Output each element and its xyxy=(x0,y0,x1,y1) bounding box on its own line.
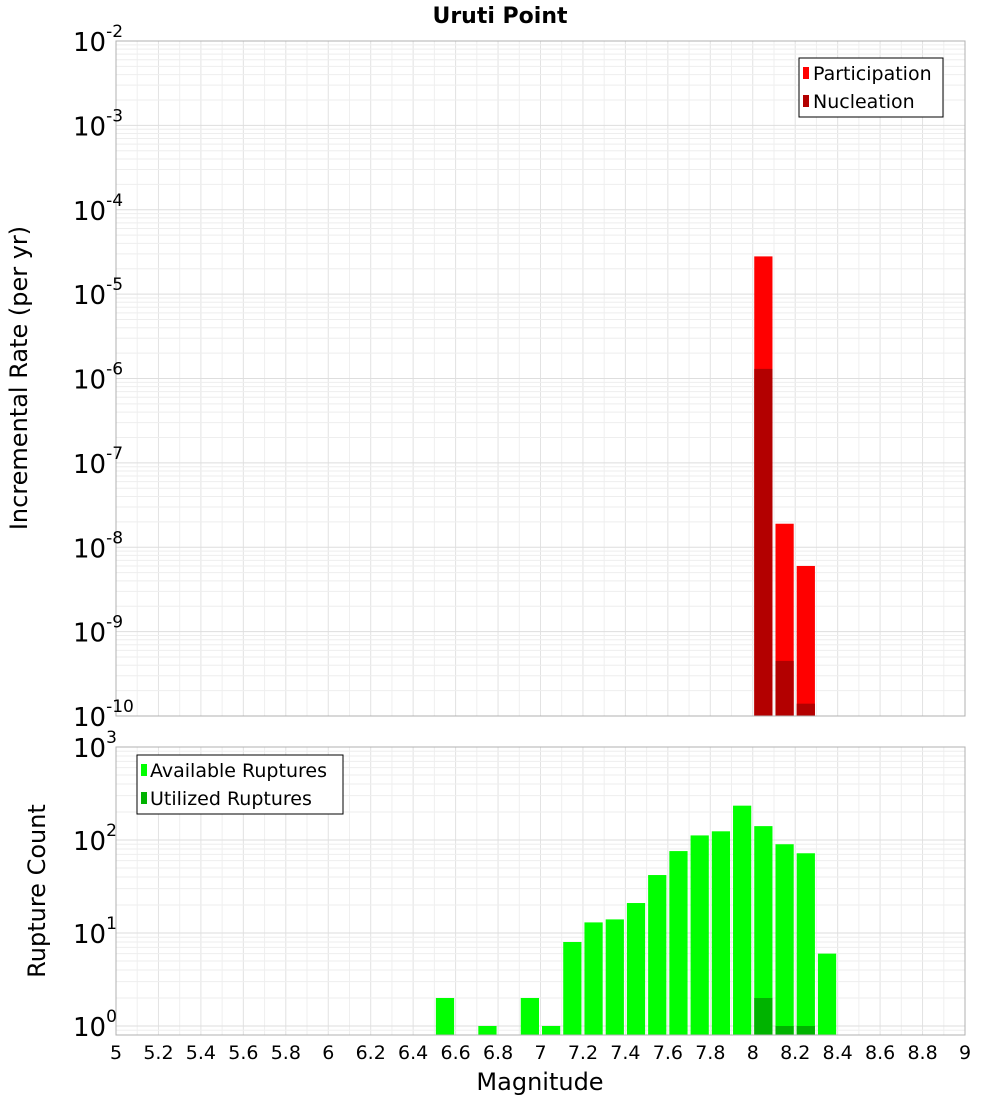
chart-title: Uruti Point xyxy=(432,4,568,29)
participation-legend-swatch xyxy=(803,67,809,79)
available-ruptures-bar xyxy=(690,835,709,1035)
x-tick-label: 8.2 xyxy=(780,1042,810,1064)
utilized-legend-swatch xyxy=(141,792,147,804)
bottom-legend-box xyxy=(136,754,344,815)
top-bars xyxy=(754,256,815,716)
top-y-tick-label: 10-8 xyxy=(73,528,123,564)
utilized-ruptures-bar xyxy=(775,1025,794,1035)
x-tick-label: 8.8 xyxy=(907,1042,937,1064)
x-tick-label: 6.6 xyxy=(440,1042,470,1064)
bottom-y-tick-label: 103 xyxy=(73,728,117,764)
top-y-tick-label: 10-9 xyxy=(73,613,123,649)
x-tick-label: 8 xyxy=(747,1042,759,1064)
top-legend: Participation Nucleation xyxy=(798,57,944,118)
available-ruptures-bar xyxy=(478,1025,497,1035)
available-ruptures-bar xyxy=(563,942,582,1035)
bottom-legend: Available Ruptures Utilized Ruptures xyxy=(136,754,344,815)
top-y-tick-label: 10-4 xyxy=(73,191,123,227)
bottom-y-axis-label: Rupture Count xyxy=(23,804,51,978)
x-tick-label: 9 xyxy=(959,1042,971,1064)
available-ruptures-bar xyxy=(605,919,624,1035)
top-y-tick-label: 10-7 xyxy=(73,444,123,480)
available-legend-swatch xyxy=(141,764,147,776)
participation-legend-label: Participation xyxy=(813,63,932,85)
x-tick-label: 6.2 xyxy=(356,1042,386,1064)
nucleation-bar xyxy=(754,368,773,716)
bottom-y-tick-label: 102 xyxy=(73,821,117,857)
available-ruptures-bar xyxy=(648,875,667,1035)
x-tick-label: 5.8 xyxy=(271,1042,301,1064)
x-tick-label: 8.4 xyxy=(823,1042,853,1064)
available-ruptures-bar xyxy=(669,851,688,1035)
available-ruptures-bar xyxy=(775,844,794,1035)
x-tick-label: 8.6 xyxy=(865,1042,895,1064)
bottom-plot-border xyxy=(115,746,966,1036)
x-tick-label: 5.4 xyxy=(186,1042,216,1064)
x-tick-labels: 5 5.2 5.4 5.6 5.8 6 6.2 6.4 6.6 6.8 7 7.2 7.4 7.6 7.8 8… xyxy=(110,1042,971,1064)
x-tick-label: 5.2 xyxy=(143,1042,173,1064)
available-ruptures-bar xyxy=(754,826,773,1035)
available-legend-label: Available Ruptures xyxy=(150,760,327,782)
top-y-axis-label: Incremental Rate (per yr) xyxy=(5,226,33,530)
top-y-tick-label: 10-3 xyxy=(73,106,123,142)
x-tick-label: 6.4 xyxy=(398,1042,428,1064)
available-ruptures-bar xyxy=(584,922,603,1035)
x-tick-label: 5.6 xyxy=(228,1042,258,1064)
utilized-ruptures-bar xyxy=(754,997,773,1035)
x-tick-label: 7.4 xyxy=(610,1042,640,1064)
available-ruptures-bar xyxy=(796,853,815,1035)
x-axis-label: Magnitude xyxy=(476,1068,603,1096)
top-y-tick-label: 10-6 xyxy=(73,360,123,396)
top-y-tick-label: 10-2 xyxy=(73,22,123,58)
nucleation-bar xyxy=(775,660,794,716)
top-y-tick-label: 10-5 xyxy=(73,275,123,311)
available-ruptures-bar xyxy=(817,953,837,1035)
bottom-bars xyxy=(435,805,837,1035)
top-y-tick-label: 10-10 xyxy=(73,697,134,733)
top-y-tick-labels: 10-2 10-3 10-4 10-5 10-6 10-7 10-8 10-9 10-10 xyxy=(73,22,134,733)
available-ruptures-bar xyxy=(626,903,646,1035)
available-ruptures-bar xyxy=(733,805,752,1035)
nucleation-legend-label: Nucleation xyxy=(813,91,915,113)
x-tick-label: 7.2 xyxy=(568,1042,598,1064)
utilized-legend-label: Utilized Ruptures xyxy=(150,788,312,810)
nucleation-bar xyxy=(796,703,815,716)
available-ruptures-bar xyxy=(520,997,539,1035)
top-grid xyxy=(115,40,966,717)
bottom-y-tick-labels: 103 102 101 100 xyxy=(73,728,117,1043)
bottom-y-tick-label: 101 xyxy=(73,914,117,950)
x-tick-label: 5 xyxy=(110,1042,122,1064)
bottom-panel: 103 102 101 100 Rupture Count 5 5.2 5.4 5.6 5.8… xyxy=(23,728,971,1096)
x-tick-label: 7 xyxy=(534,1042,546,1064)
top-panel: 10-2 10-3 10-4 10-5 10-6 10-7 10-8 10-9 10-10 In… xyxy=(5,22,966,733)
available-ruptures-bar xyxy=(435,997,455,1035)
x-tick-label: 6.8 xyxy=(483,1042,513,1064)
top-plot-border xyxy=(115,40,966,717)
available-ruptures-bar xyxy=(542,1025,561,1035)
bottom-y-tick-label: 100 xyxy=(73,1007,117,1043)
top-legend-box xyxy=(798,57,944,118)
x-tick-label: 7.8 xyxy=(695,1042,725,1064)
x-tick-label: 6 xyxy=(322,1042,334,1064)
utilized-ruptures-bar xyxy=(796,1025,815,1035)
available-ruptures-bar xyxy=(711,831,731,1035)
x-tick-label: 7.6 xyxy=(653,1042,683,1064)
participation-bar xyxy=(796,565,815,716)
nucleation-legend-swatch xyxy=(803,95,809,107)
